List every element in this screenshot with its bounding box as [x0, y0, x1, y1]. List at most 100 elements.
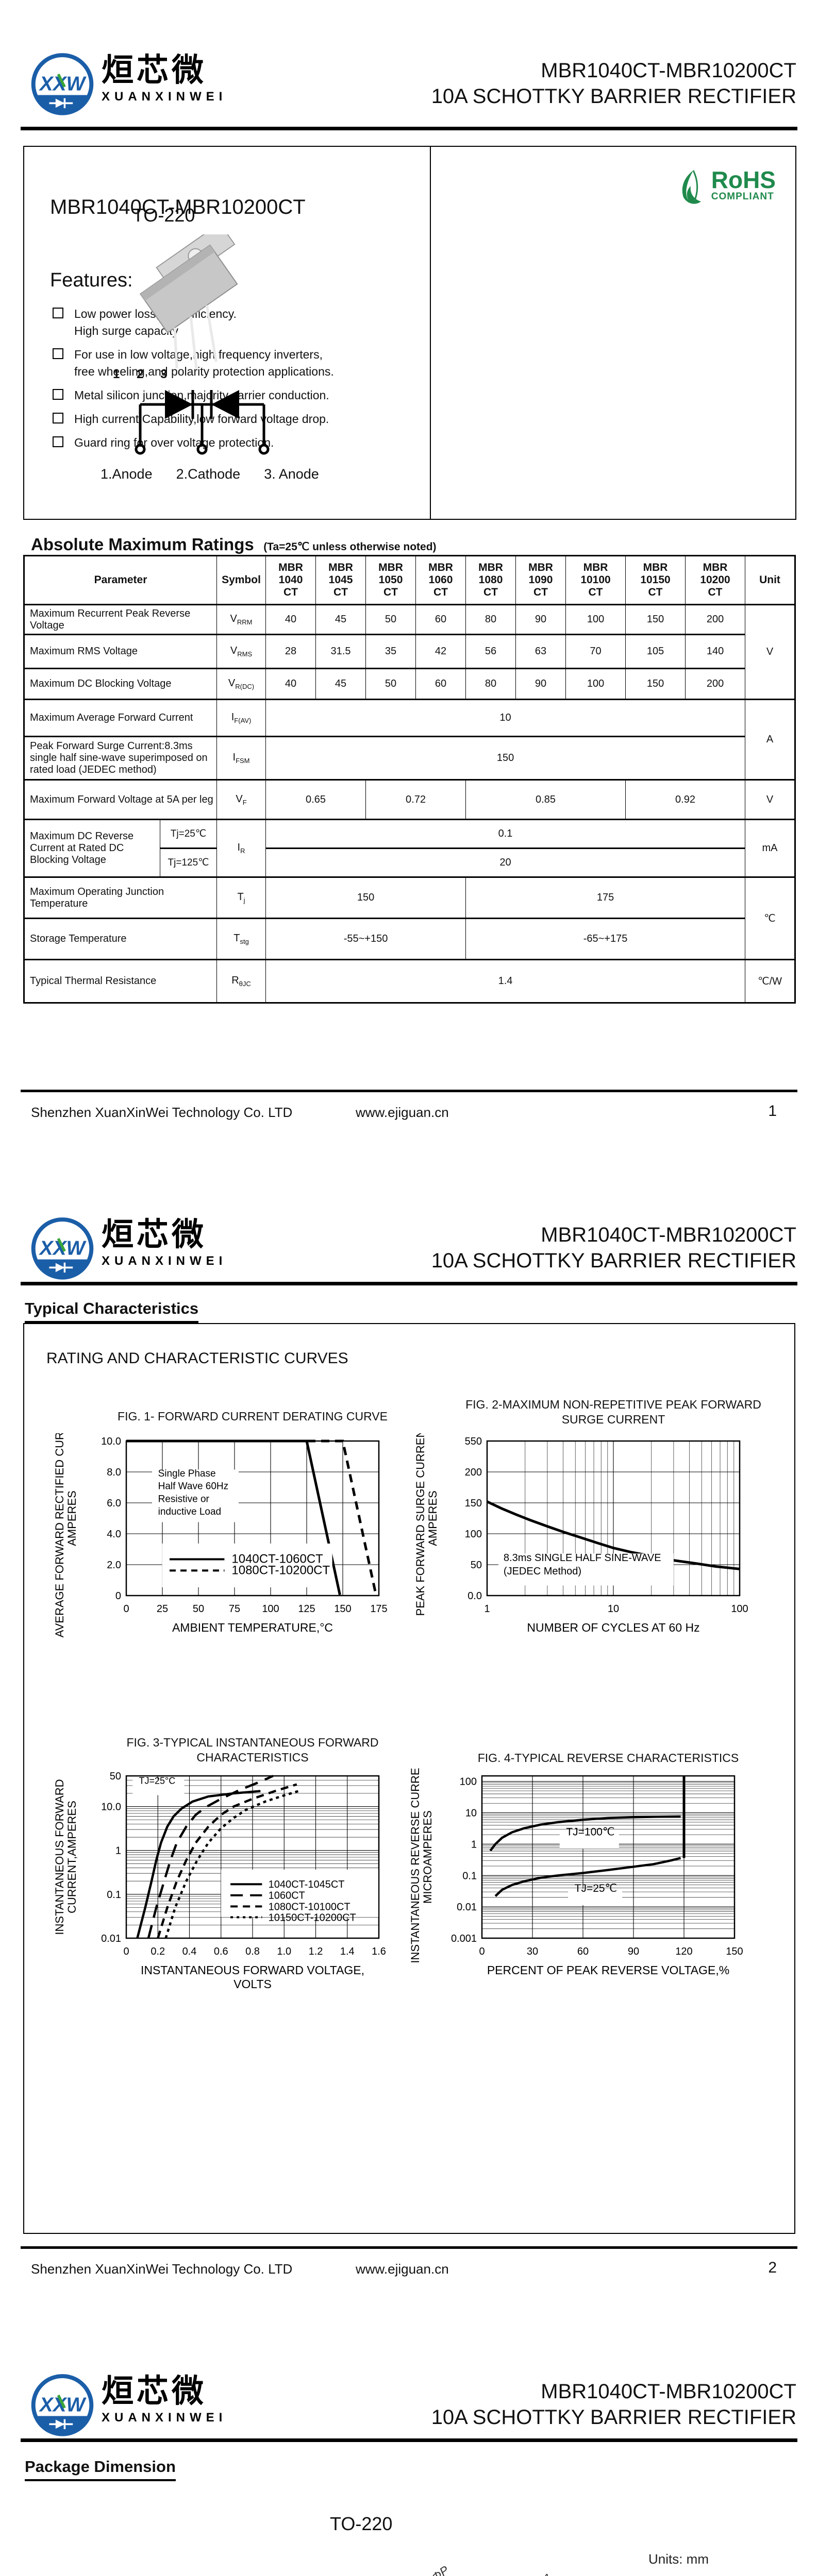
- amr-header-cell: MBR 10200 CT: [685, 555, 746, 605]
- curves-box: [23, 1323, 795, 2234]
- amr-cell: ℃: [745, 876, 796, 960]
- diode-pin-label-3: 3. Anode: [264, 466, 319, 482]
- brand-name-en: XUANXINWEI: [102, 1254, 227, 1268]
- amr-cell: 150: [265, 876, 466, 919]
- amr-cell: Tj=125℃: [159, 848, 218, 878]
- svg-text:50: 50: [193, 1603, 204, 1615]
- amr-table: Parameter Symbol MBR 1040 CT MBR 1045 CT MBR 1050…: [23, 555, 796, 1004]
- annotation-bg: [152, 1469, 239, 1522]
- svg-text:4.0: 4.0: [107, 1529, 121, 1540]
- checkbox-icon: [53, 308, 63, 318]
- doc-title-p3: MBR1040CT-MBR10200CT 10A SCHOTTKY BARRIE…: [431, 2379, 796, 2430]
- amr-cell: Maximum Forward Voltage at 5A per leg: [23, 779, 218, 820]
- amr-header-cell: MBR 10150 CT: [625, 555, 686, 605]
- svg-text:2.0: 2.0: [107, 1560, 121, 1571]
- svg-text:0.2: 0.2: [151, 1946, 165, 1957]
- doc-title-p2: MBR1040CT-MBR10200CT 10A SCHOTTKY BARRIE…: [431, 1222, 796, 1274]
- series-1080CT-10100CT: [157, 1783, 297, 1939]
- amr-cell: 90: [515, 604, 566, 635]
- amr-title: Absolute Maximum Ratings: [31, 535, 254, 554]
- units-note: Units: mm: [648, 2551, 709, 2567]
- svg-text:60: 60: [577, 1946, 589, 1957]
- amr-cell: 63: [515, 634, 566, 669]
- page-number-2: 2: [768, 2259, 777, 2276]
- plot-border: [125, 1775, 380, 1939]
- series-TJ=25℃: [494, 1857, 681, 1897]
- feature-text: For use in low voltage,high frequency in…: [74, 348, 323, 361]
- fig1-svg: Single Phase Half Wave 60Hz Resistive or in…: [53, 1399, 388, 1638]
- legend-bg: [221, 1869, 378, 1917]
- amr-table-wrap: Parameter Symbol MBR 1040 CT MBR 1045 CT MBR 1050…: [23, 555, 796, 1004]
- plot-border: [486, 1440, 741, 1597]
- amr-subtitle: (Ta=25℃ unless otherwise noted): [263, 541, 437, 553]
- svg-text:0.01: 0.01: [457, 1902, 477, 1913]
- amr-header-cell: MBR 10100 CT: [565, 555, 626, 605]
- feature-text: Metal silicon junction,majority carrier …: [74, 388, 329, 402]
- amr-cell: 1.4: [265, 959, 746, 1004]
- svg-text:25: 25: [157, 1603, 168, 1615]
- footer-rule-p2: [21, 2246, 797, 2249]
- amr-cell: V: [745, 779, 796, 820]
- brand-name-en: XUANXINWEI: [102, 90, 227, 104]
- amr-cell: 200: [685, 668, 746, 700]
- header-rule-p1: [21, 127, 797, 130]
- amr-cell: IFSM: [216, 736, 266, 781]
- svg-text:0.1: 0.1: [462, 1870, 477, 1882]
- amr-cell: VR(DC): [216, 668, 266, 700]
- series-IFSM: [486, 1500, 740, 1570]
- product-box: MBR1040CT-MBR10200CT Features: Low power…: [23, 146, 796, 520]
- header-rule-p3: [21, 2438, 797, 2442]
- amr-cell: 40: [265, 668, 316, 700]
- amr-cell: Maximum Average Forward Current: [23, 699, 218, 737]
- amr-cell: 0.85: [465, 779, 626, 820]
- legend-label: 1040CT-1045CT: [269, 1879, 345, 1890]
- checkbox-icon: [53, 348, 63, 359]
- amr-cell: 100: [565, 604, 626, 635]
- x-axis-label: INSTANTANEOUS FORWARD VOLTAGE,: [141, 1963, 364, 1977]
- footer-company-p1: Shenzhen XuanXinWei Technology Co. LTD: [31, 1105, 293, 1120]
- annotation-text: 8.3ms SINGLE HALF SINE-WAVE: [504, 1552, 661, 1564]
- doc-subtitle: 10A SCHOTTKY BARRIER RECTIFIER: [431, 2406, 796, 2429]
- amr-cell: 0.65: [265, 779, 366, 820]
- part-range-title: MBR1040CT-MBR10200CT: [541, 2380, 796, 2403]
- amr-header-cell: Symbol: [216, 555, 266, 605]
- diode-pin-label-1: 1.Anode: [101, 466, 153, 482]
- amr-header-cell: MBR 1080 CT: [465, 555, 516, 605]
- x-axis-label: NUMBER OF CYCLES AT 60 Hz: [527, 1621, 699, 1634]
- svg-text:ΦP: ΦP: [429, 2563, 452, 2576]
- brand-logo-icon: XXW: [31, 2374, 94, 2436]
- dimension-labels: E ΦP Q D D1 L2 A A1 H1 θ PIN #1 b1 b L1 …: [429, 2563, 550, 2576]
- amr-cell: Peak Forward Surge Current:8.3ms single …: [23, 736, 218, 781]
- amr-cell: 100: [565, 668, 626, 700]
- amr-cell: Storage Temperature: [23, 918, 218, 960]
- amr-cell: VRRM: [216, 604, 266, 635]
- svg-text:6.0: 6.0: [107, 1498, 121, 1509]
- x-axis-label: VOLTS: [233, 1977, 272, 1991]
- amr-cell: Tstg: [216, 918, 266, 960]
- svg-text:150: 150: [726, 1946, 743, 1957]
- series-TJ=100℃: [489, 1815, 681, 1852]
- series-10150CT-10200CT: [164, 1789, 301, 1939]
- amr-cell: 105: [625, 634, 686, 669]
- svg-text:0.01: 0.01: [101, 1933, 121, 1944]
- amr-header-cell: MBR 1050 CT: [365, 555, 416, 605]
- fig4-title: FIG. 4-TYPICAL REVERSE CHARACTERISTICS: [477, 1751, 739, 1765]
- amr-cell: -65~+175: [465, 918, 746, 960]
- part-range-title: MBR1040CT-MBR10200CT: [541, 59, 796, 82]
- series-lines: [136, 1774, 301, 1939]
- diode-pin-label-2: 2.Cathode: [176, 466, 241, 482]
- amr-heading: Absolute Maximum Ratings (Ta=25℃ unless …: [31, 535, 437, 554]
- amr-cell: 0.72: [365, 779, 466, 820]
- brand-name-en: XUANXINWEI: [102, 2411, 227, 2425]
- amr-cell: 200: [685, 604, 746, 635]
- svg-text:0.6: 0.6: [214, 1946, 228, 1957]
- tick-labels: 0 30 60 90 120 150 0.001 0.01 0.1 1 10 100: [451, 1776, 743, 1957]
- curves-box-title: RATING AND CHARACTERISTIC CURVES: [46, 1350, 348, 1367]
- svg-text:1.6: 1.6: [372, 1946, 386, 1957]
- product-box-divider: [430, 147, 431, 519]
- typical-characteristics-heading: Typical Characteristics: [25, 1299, 199, 1323]
- rohs-title: RoHS: [711, 166, 776, 193]
- y-axis-label: PEAK FORWARD SURGE CURRENT,AMPERES: [414, 1433, 439, 1616]
- svg-text:10.0: 10.0: [101, 1436, 121, 1447]
